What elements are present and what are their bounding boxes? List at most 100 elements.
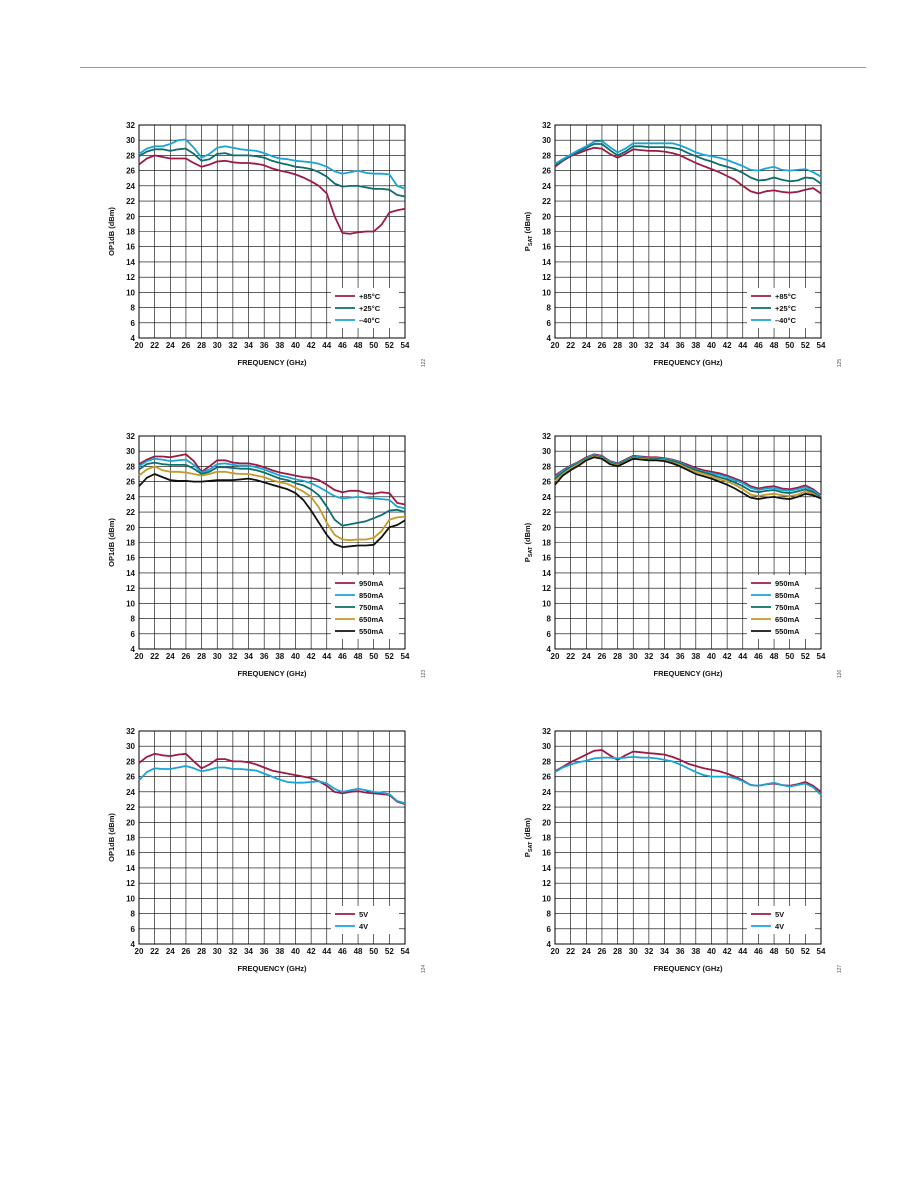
- x-tick-label: 36: [676, 947, 685, 956]
- figure-id: 123: [421, 670, 427, 679]
- x-tick-label: 54: [401, 947, 410, 956]
- x-tick-label: 28: [613, 652, 622, 661]
- x-tick-label: 26: [597, 341, 606, 350]
- figure-id: 122: [421, 359, 427, 368]
- plot-frame: [554, 435, 822, 650]
- y-tick-label: 14: [126, 864, 135, 873]
- x-tick-label: 30: [629, 341, 638, 350]
- y-tick-label: 32: [126, 432, 135, 441]
- legend-label: 750mA: [775, 603, 800, 612]
- plot-frame: [554, 124, 822, 339]
- series-line-2: [554, 454, 822, 497]
- y-tick-label: 6: [547, 319, 552, 328]
- y-tick-label: 26: [126, 478, 135, 487]
- y-tick-label: 4: [131, 334, 136, 343]
- plot-frame: [138, 730, 406, 945]
- series-line-3: [138, 138, 406, 190]
- x-tick-label: 30: [213, 947, 222, 956]
- y-axis-label-sub: SAT: [528, 546, 534, 557]
- series-line-3: [138, 461, 406, 527]
- x-tick-label: 32: [644, 947, 653, 956]
- y-tick-label: 28: [542, 462, 551, 471]
- y-tick-label: 18: [126, 228, 135, 237]
- x-tick-label: 44: [322, 341, 331, 350]
- y-tick-label: 22: [542, 508, 551, 517]
- y-tick-label: 26: [542, 773, 551, 782]
- y-tick-label: 16: [126, 554, 135, 563]
- series-line-3: [554, 140, 822, 178]
- x-tick-label: 26: [181, 947, 190, 956]
- y-tick-label: 14: [126, 258, 135, 267]
- y-axis-label-tail: (dBm): [523, 522, 532, 546]
- x-tick-label: 36: [260, 652, 269, 661]
- y-axis-label-sub: SAT: [528, 235, 534, 246]
- y-tick-label: 4: [547, 645, 552, 654]
- y-tick-label: 30: [542, 447, 551, 456]
- legend-label: 4V: [359, 922, 368, 931]
- x-axis-label: FREQUENCY (GHz): [653, 669, 723, 678]
- y-tick-label: 4: [131, 940, 136, 949]
- x-axis-label: FREQUENCY (GHz): [653, 964, 723, 973]
- legend-box: [331, 906, 399, 934]
- chart-1: 20 22 24 26 28 30 32 34 36 38 40 42 44 46 48 50 52 544681…: [107, 121, 427, 367]
- series-line-5: [138, 473, 406, 548]
- y-tick-label: 26: [126, 773, 135, 782]
- legend-label: +25°C: [359, 304, 381, 313]
- x-tick-label: 50: [785, 652, 794, 661]
- x-tick-label: 28: [197, 341, 206, 350]
- y-tick-label: 12: [542, 584, 551, 593]
- x-tick-label: 54: [817, 947, 826, 956]
- y-tick-label: 12: [126, 273, 135, 282]
- x-tick-label: 20: [551, 947, 560, 956]
- y-tick-label: 14: [542, 864, 551, 873]
- x-tick-label: 38: [275, 341, 284, 350]
- x-axis-label: FREQUENCY (GHz): [237, 964, 307, 973]
- y-tick-label: 16: [542, 243, 551, 252]
- chart-6: 20 22 24 26 28 30 32 34 36 38 40 42 44 46 48 50 52 544681…: [523, 727, 843, 973]
- series-line-2: [554, 756, 822, 796]
- x-tick-label: 50: [785, 947, 794, 956]
- legend-label: 650mA: [359, 615, 384, 624]
- x-tick-label: 22: [150, 341, 159, 350]
- y-tick-label: 6: [131, 925, 136, 934]
- y-tick-label: 10: [126, 288, 135, 297]
- y-tick-label: 28: [542, 757, 551, 766]
- series-line-4: [138, 465, 406, 542]
- y-tick-label: 6: [131, 319, 136, 328]
- y-tick-label: 14: [542, 258, 551, 267]
- y-tick-label: 6: [131, 630, 136, 639]
- x-tick-label: 20: [135, 341, 144, 350]
- legend-label: 5V: [359, 910, 368, 919]
- x-tick-label: 40: [291, 652, 300, 661]
- y-tick-label: 8: [131, 304, 136, 313]
- x-tick-label: 20: [135, 652, 144, 661]
- y-tick-label: 8: [547, 304, 552, 313]
- y-tick-label: 6: [547, 925, 552, 934]
- x-tick-label: 34: [660, 652, 669, 661]
- y-tick-label: 24: [542, 493, 551, 502]
- y-tick-label: 28: [126, 757, 135, 766]
- x-tick-label: 54: [401, 341, 410, 350]
- chart-5: 20 22 24 26 28 30 32 34 36 38 40 42 44 46 48 50 52 544681…: [107, 727, 427, 973]
- series-line-5: [554, 456, 822, 500]
- y-tick-label: 14: [542, 569, 551, 578]
- legend-label: 850mA: [359, 591, 384, 600]
- x-axis-label: FREQUENCY (GHz): [237, 669, 307, 678]
- series-line-1: [554, 146, 822, 195]
- y-tick-label: 32: [542, 727, 551, 736]
- x-tick-label: 24: [582, 947, 591, 956]
- legend-label: –40°C: [775, 316, 797, 325]
- y-axis-label: PSAT (dBm): [523, 817, 534, 857]
- x-tick-label: 34: [660, 341, 669, 350]
- x-tick-label: 42: [723, 341, 732, 350]
- y-axis-label: OP1dB (dBm): [107, 518, 116, 567]
- x-tick-label: 52: [385, 652, 394, 661]
- x-tick-label: 34: [244, 947, 253, 956]
- x-tick-label: 24: [582, 341, 591, 350]
- x-tick-label: 46: [338, 947, 347, 956]
- x-tick-label: 44: [738, 341, 747, 350]
- x-tick-label: 46: [754, 341, 763, 350]
- y-tick-label: 20: [126, 212, 135, 221]
- y-tick-label: 32: [542, 121, 551, 130]
- chart-3: 20 22 24 26 28 30 32 34 36 38 40 42 44 46 48 50 52 544681…: [107, 432, 427, 678]
